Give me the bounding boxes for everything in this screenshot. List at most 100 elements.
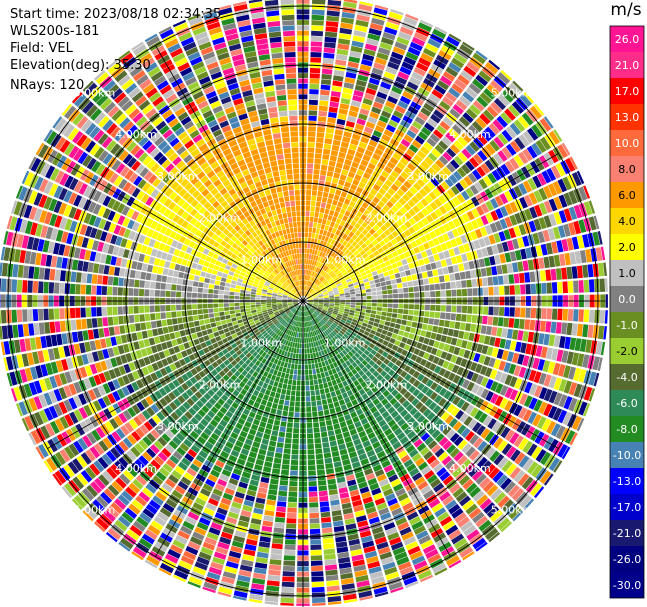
range-gate: [327, 430, 335, 437]
range-gate: [475, 117, 487, 129]
range-gate: [332, 177, 339, 184]
range-gate: [314, 212, 319, 218]
range-gate: [310, 46, 322, 53]
range-gate: [307, 454, 315, 460]
range-gate: [377, 247, 384, 254]
range-gate: [373, 261, 380, 267]
range-gate: [381, 196, 389, 204]
range-gate: [309, 67, 321, 74]
range-gate: [313, 379, 319, 385]
range-gate: [409, 186, 418, 195]
range-gate: [513, 318, 520, 329]
range-gate: [368, 253, 375, 260]
range-gate: [323, 409, 330, 416]
range-gate: [513, 154, 524, 167]
range-gate: [223, 327, 230, 333]
range-gate: [321, 79, 332, 85]
range-gate: [441, 136, 452, 147]
range-gate: [332, 199, 338, 206]
range-gate: [307, 152, 314, 158]
range-gate: [324, 42, 336, 49]
range-gate: [317, 262, 321, 268]
range-gate: [281, 586, 295, 593]
range-gate: [418, 131, 429, 141]
range-gate: [310, 36, 323, 42]
range-gate: [463, 175, 473, 186]
range-gate: [305, 291, 308, 297]
range-gate: [531, 142, 542, 156]
range-gate: [304, 291, 306, 296]
range-gate: [330, 239, 336, 245]
range-gate: [325, 574, 339, 581]
range-gate: [325, 260, 330, 266]
range-gate: [266, 499, 276, 506]
range-gate: [325, 468, 335, 475]
range-gate: [425, 331, 432, 339]
range-gate: [438, 275, 445, 283]
range-gate: [496, 327, 503, 337]
range-gate: [382, 294, 388, 299]
range-gate: [583, 185, 591, 199]
range-gate: [403, 287, 409, 293]
range-gate: [274, 392, 281, 399]
range-gate: [311, 565, 324, 572]
range-gate: [412, 205, 421, 214]
range-gate: [284, 400, 290, 406]
range-gate: [334, 292, 340, 296]
range-gate: [403, 16, 418, 26]
range-gate: [435, 261, 442, 269]
range-gate: [378, 273, 384, 279]
range-gate: [557, 178, 568, 193]
velocity-rays: [0, 0, 608, 606]
range-gate: [587, 324, 594, 338]
range-gate: [368, 28, 382, 36]
range-gate: [306, 422, 313, 428]
range-gate: [309, 348, 313, 354]
range-gate: [571, 352, 580, 366]
range-gate: [452, 196, 461, 206]
range-gate: [443, 250, 451, 259]
range-gate: [318, 301, 324, 303]
range-gate: [445, 312, 451, 320]
range-gate: [460, 70, 474, 82]
range-gate: [488, 59, 501, 70]
range-gate: [305, 221, 309, 227]
range-gate: [376, 311, 382, 316]
range-gate: [388, 225, 395, 233]
range-gate: [351, 196, 359, 203]
range-gate: [503, 229, 512, 240]
range-gate: [325, 463, 334, 469]
range-gate: [408, 287, 414, 293]
range-gate: [350, 307, 356, 311]
range-gate: [420, 330, 427, 337]
range-gate: [479, 92, 492, 104]
range-gate: [324, 297, 329, 300]
range-gate: [504, 339, 512, 350]
range-gate: [327, 215, 333, 221]
range-gate: [386, 285, 392, 290]
range-gate: [494, 254, 501, 265]
range-gate: [521, 112, 534, 126]
range-gate: [306, 179, 312, 185]
range-gate: [316, 132, 325, 138]
range-gate: [367, 162, 376, 170]
range-gate: [331, 216, 337, 223]
range-gate: [517, 237, 525, 248]
range-gate: [598, 325, 605, 340]
range-gate: [309, 288, 313, 293]
range-gate: [455, 182, 465, 193]
range-gate: [307, 438, 314, 444]
range-gate: [371, 17, 385, 26]
range-gate: [264, 428, 272, 435]
range-gate: [308, 486, 318, 492]
range-gate: [256, 306, 262, 310]
range-gate: [295, 396, 301, 402]
range-gate: [274, 452, 283, 459]
range-gate: [382, 303, 388, 308]
range-gate: [386, 265, 393, 271]
range-gate: [461, 190, 470, 201]
range-gate: [551, 282, 558, 294]
range-gate: [385, 66, 398, 75]
range-gate: [348, 314, 354, 319]
range-gate: [408, 226, 416, 234]
